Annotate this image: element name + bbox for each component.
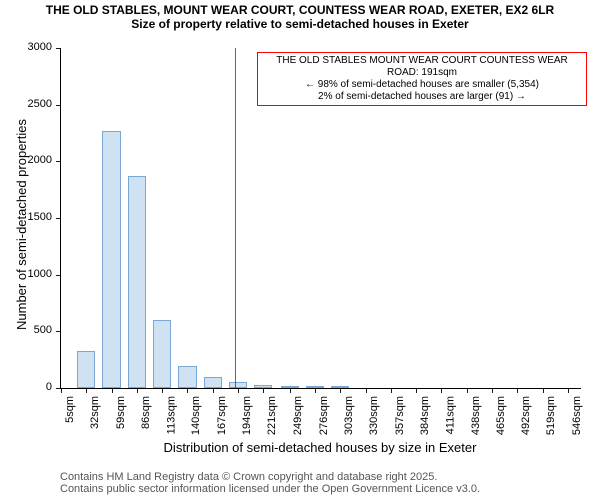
x-tick-mark <box>416 388 417 393</box>
x-tick-mark <box>340 388 341 393</box>
y-tick-mark <box>56 218 61 219</box>
x-tick-mark <box>86 388 87 393</box>
y-tick-mark <box>56 105 61 106</box>
x-tick-label: 519sqm <box>546 396 558 435</box>
x-tick-mark <box>162 388 163 393</box>
histogram-bar <box>204 377 222 388</box>
x-tick-mark <box>492 388 493 393</box>
plot-area: THE OLD STABLES MOUNT WEAR COURT COUNTES… <box>60 48 581 389</box>
x-tick-mark <box>290 388 291 393</box>
x-tick-label: 357sqm <box>394 396 406 435</box>
y-tick-mark <box>56 161 61 162</box>
x-tick-label: 546sqm <box>571 396 583 435</box>
x-tick-mark <box>441 388 442 393</box>
x-tick-label: 194sqm <box>241 396 253 435</box>
y-tick-label: 2500 <box>12 98 52 110</box>
annotation-line: ← 98% of semi-detached houses are smalle… <box>262 79 582 91</box>
x-tick-mark <box>543 388 544 393</box>
x-tick-label: 438sqm <box>470 396 482 435</box>
x-tick-mark <box>213 388 214 393</box>
y-tick-label: 1000 <box>12 268 52 280</box>
histogram-bar <box>153 320 171 388</box>
x-tick-label: 303sqm <box>343 396 355 435</box>
x-tick-label: 113sqm <box>165 396 177 434</box>
y-tick-mark <box>56 331 61 332</box>
y-tick-mark <box>56 48 61 49</box>
x-tick-label: 140sqm <box>191 396 203 435</box>
y-axis-label: Number of semi-detached properties <box>14 119 29 330</box>
footer-line-1: Contains HM Land Registry data © Crown c… <box>60 471 480 484</box>
x-axis-label: Distribution of semi-detached houses by … <box>60 440 580 455</box>
chart-container: THE OLD STABLES, MOUNT WEAR COURT, COUNT… <box>0 0 600 500</box>
x-tick-label: 221sqm <box>266 396 278 435</box>
x-tick-mark <box>568 388 569 393</box>
chart-title: THE OLD STABLES, MOUNT WEAR COURT, COUNT… <box>0 4 600 32</box>
attribution-footer: Contains HM Land Registry data © Crown c… <box>60 471 480 496</box>
x-tick-label: 465sqm <box>495 396 507 435</box>
x-tick-mark <box>467 388 468 393</box>
x-tick-label: 384sqm <box>419 396 431 435</box>
histogram-bar <box>178 366 196 388</box>
y-tick-label: 3000 <box>12 41 52 53</box>
reference-line <box>235 48 236 388</box>
x-tick-label: 5sqm <box>64 396 76 423</box>
histogram-bar <box>102 131 120 388</box>
x-tick-mark <box>137 388 138 393</box>
title-line-2: Size of property relative to semi-detach… <box>0 18 600 32</box>
x-tick-label: 411sqm <box>444 396 456 434</box>
y-tick-label: 1500 <box>12 211 52 223</box>
histogram-bar <box>128 176 146 388</box>
x-tick-label: 249sqm <box>293 396 305 435</box>
x-tick-mark <box>391 388 392 393</box>
x-tick-label: 86sqm <box>140 396 152 429</box>
x-tick-label: 492sqm <box>520 396 532 435</box>
annotation-box: THE OLD STABLES MOUNT WEAR COURT COUNTES… <box>257 52 587 106</box>
x-tick-mark <box>112 388 113 393</box>
y-tick-mark <box>56 275 61 276</box>
x-tick-mark <box>315 388 316 393</box>
annotation-line: THE OLD STABLES MOUNT WEAR COURT COUNTES… <box>262 55 582 79</box>
x-tick-mark <box>61 388 62 393</box>
histogram-bar <box>77 351 95 388</box>
x-tick-mark <box>517 388 518 393</box>
y-tick-label: 0 <box>12 381 52 393</box>
x-tick-label: 32sqm <box>89 396 101 429</box>
x-tick-mark <box>263 388 264 393</box>
title-line-1: THE OLD STABLES, MOUNT WEAR COURT, COUNT… <box>0 4 600 18</box>
x-tick-mark <box>366 388 367 393</box>
footer-line-2: Contains public sector information licen… <box>60 483 480 496</box>
annotation-line: 2% of semi-detached houses are larger (9… <box>262 91 582 103</box>
x-tick-label: 167sqm <box>216 396 228 435</box>
x-tick-label: 330sqm <box>369 396 381 435</box>
x-tick-label: 59sqm <box>115 396 127 429</box>
x-tick-mark <box>187 388 188 393</box>
y-tick-label: 500 <box>12 324 52 336</box>
y-tick-label: 2000 <box>12 154 52 166</box>
x-tick-label: 276sqm <box>318 396 330 435</box>
x-tick-mark <box>238 388 239 393</box>
